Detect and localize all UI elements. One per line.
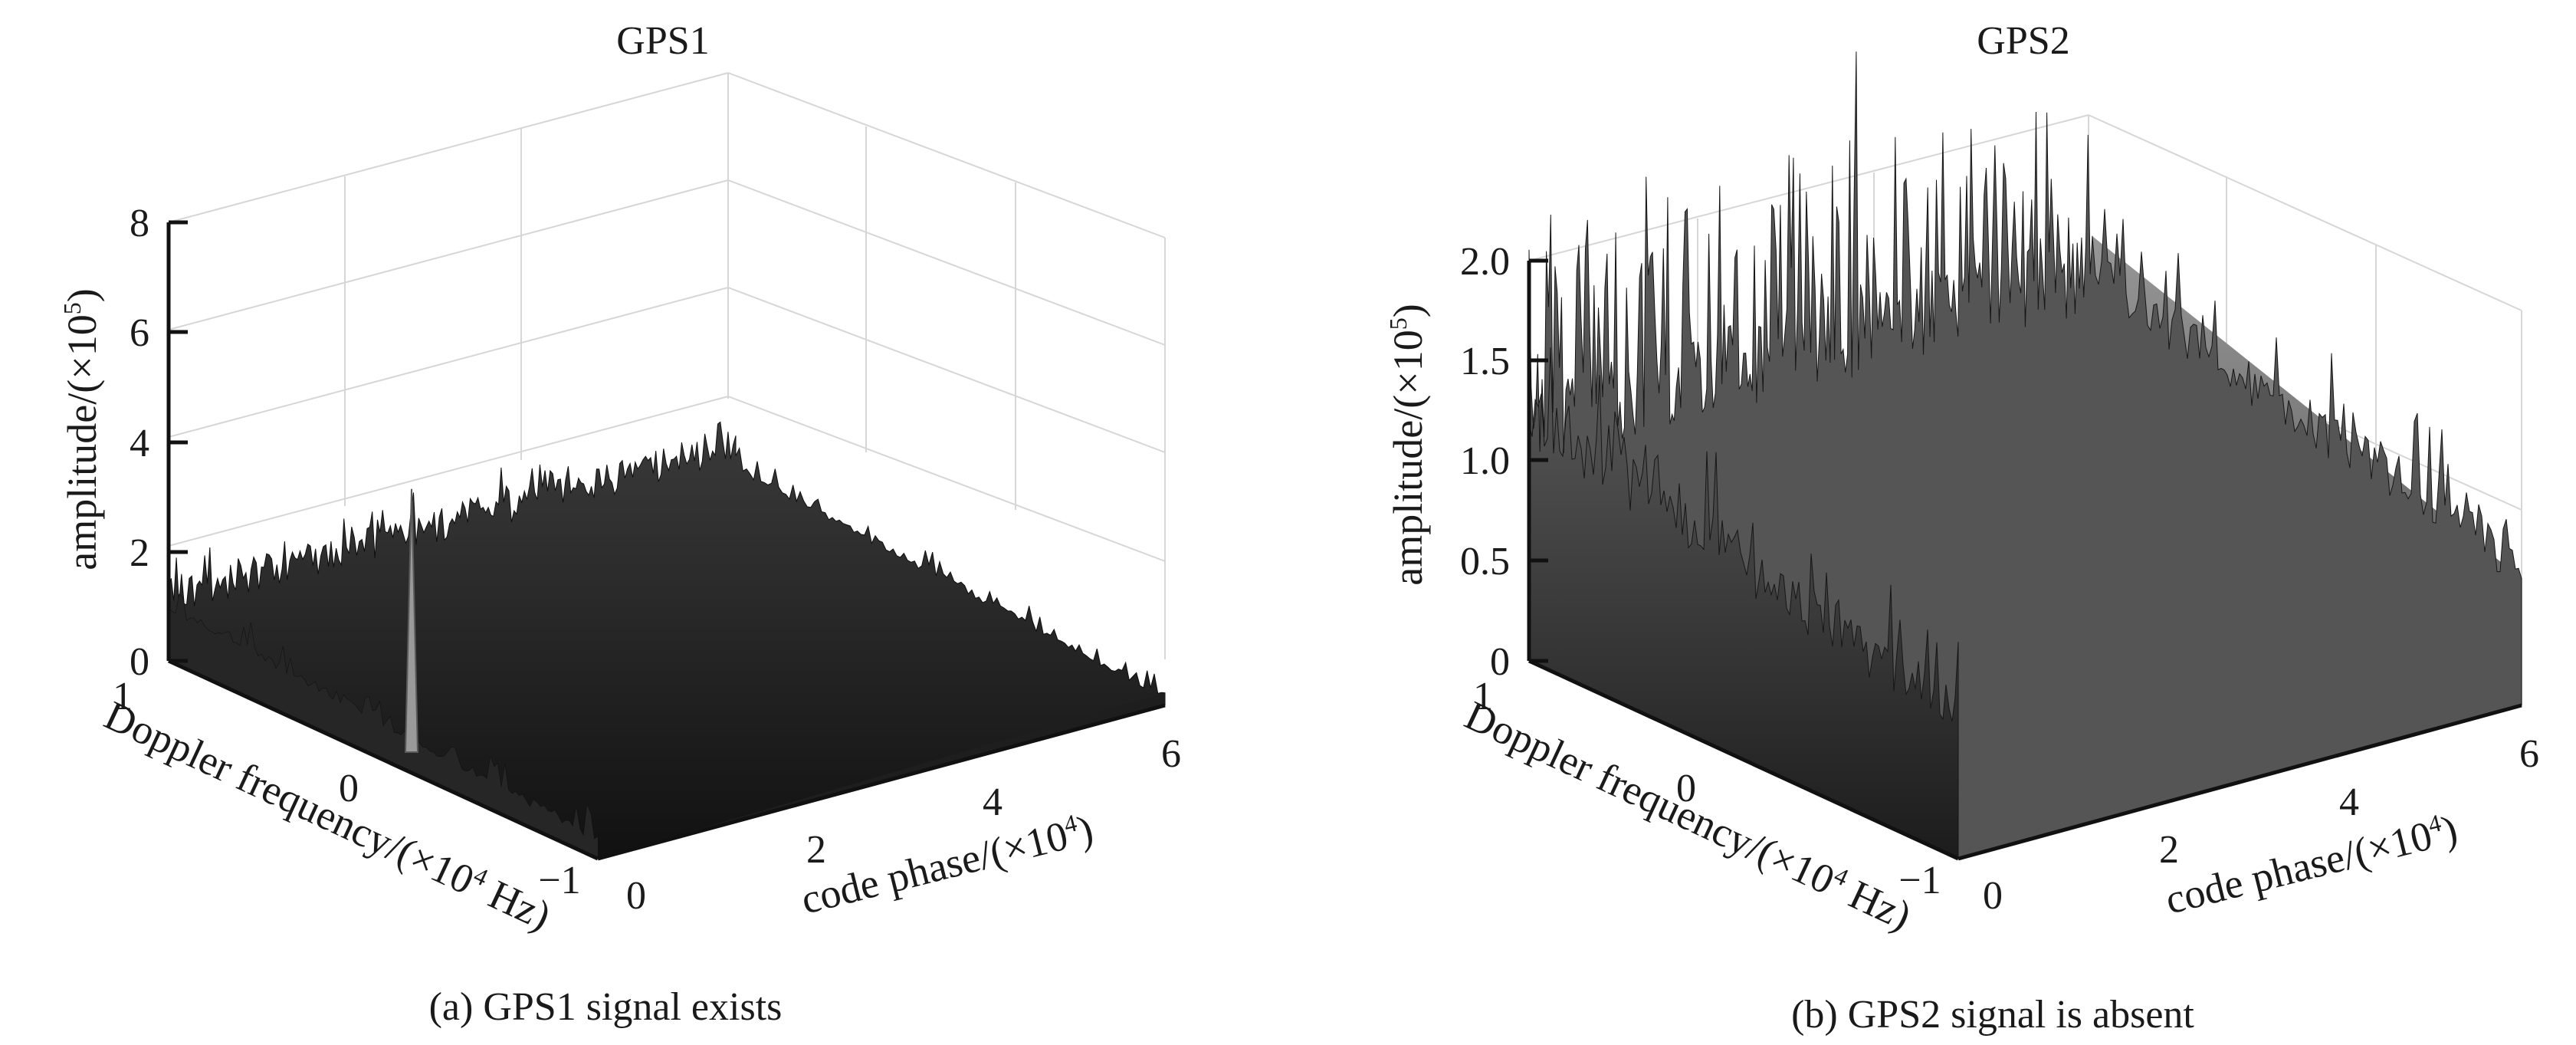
surface-left-side — [1529, 347, 1958, 859]
x-axis-label: code phase/(×104) — [2161, 805, 2462, 922]
surface-gps1 — [168, 421, 1166, 859]
z-ticks-marks — [1529, 258, 1548, 663]
tick-label: 0 — [130, 640, 149, 684]
z-tick-labels: 0 2 4 6 8 — [130, 202, 149, 684]
panel-caption: (a) GPS1 signal exists — [429, 985, 783, 1029]
tick-label: 1 — [1473, 675, 1493, 718]
tick-label: 1 — [113, 675, 133, 718]
x-axis — [597, 703, 1166, 861]
panel-gps2: GPS2 — [1384, 19, 2539, 1037]
surface-left-side — [169, 594, 598, 859]
tick-label: 6 — [2519, 732, 2539, 776]
tick-label: 1.0 — [1460, 439, 1510, 483]
tick-label: 0.5 — [1460, 540, 1510, 583]
x-axis — [1957, 703, 2522, 861]
tick-label: 6 — [1161, 732, 1181, 776]
tick-label: 0 — [1676, 767, 1696, 810]
y-axis — [1528, 659, 1960, 861]
tick-label: 2 — [130, 531, 149, 575]
panel-gps1: GPS1 — [58, 19, 1181, 1029]
x-tick-labels: 0 2 4 6 — [1983, 732, 2539, 918]
grid-line — [168, 287, 729, 438]
x-axis-label: code phase/(×104) — [796, 805, 1098, 922]
tick-label: −1 — [538, 859, 580, 902]
grid-line — [727, 72, 1166, 238]
grid-line — [168, 72, 729, 223]
z-ticks-marks — [169, 220, 188, 663]
tick-label: 2 — [806, 828, 826, 872]
grid-line — [168, 179, 729, 330]
y-tick-labels: 1 0 −1 — [113, 675, 581, 902]
x-tick-labels: 0 2 4 6 — [626, 732, 1181, 918]
panel-title: GPS2 — [1977, 19, 2069, 63]
tick-label: 0 — [626, 874, 646, 918]
grid-line — [727, 179, 1166, 346]
peak-spike — [404, 488, 419, 753]
grid-back-walls — [168, 72, 1166, 659]
y-axis — [167, 659, 599, 861]
z-axis-label: amplitude/(×105) — [58, 288, 105, 570]
surface-front-side — [598, 692, 1165, 859]
grid-line — [727, 396, 1166, 562]
tick-label: 2.0 — [1460, 240, 1510, 284]
surface-gps2 — [1528, 51, 2522, 859]
grid-line — [2088, 114, 2522, 311]
tick-label: −1 — [1898, 859, 1941, 902]
grid-line — [168, 396, 729, 547]
tick-label: 8 — [130, 202, 149, 245]
tick-label: 4 — [2339, 780, 2359, 824]
y-tick-labels: 1 0 −1 — [1473, 675, 1941, 902]
tick-label: 4 — [983, 780, 1003, 824]
z-axis-label: amplitude/(×105) — [1384, 304, 1431, 585]
tick-label: 2 — [2159, 828, 2179, 872]
tick-label: 1.5 — [1460, 340, 1510, 383]
grid-line — [1528, 114, 2089, 261]
tick-label: 0 — [339, 767, 359, 810]
surface-face — [1528, 51, 2522, 859]
tick-label: 4 — [130, 422, 149, 465]
panel-caption: (b) GPS2 signal is absent — [1791, 993, 2194, 1037]
tick-label: 6 — [130, 311, 149, 355]
panel-title: GPS1 — [616, 19, 709, 63]
grid-line — [727, 287, 1166, 453]
z-tick-labels: 0 0.5 1.0 1.5 2.0 — [1460, 240, 1510, 684]
tick-label: 0 — [1490, 640, 1510, 684]
tick-label: 0 — [1983, 874, 2003, 918]
